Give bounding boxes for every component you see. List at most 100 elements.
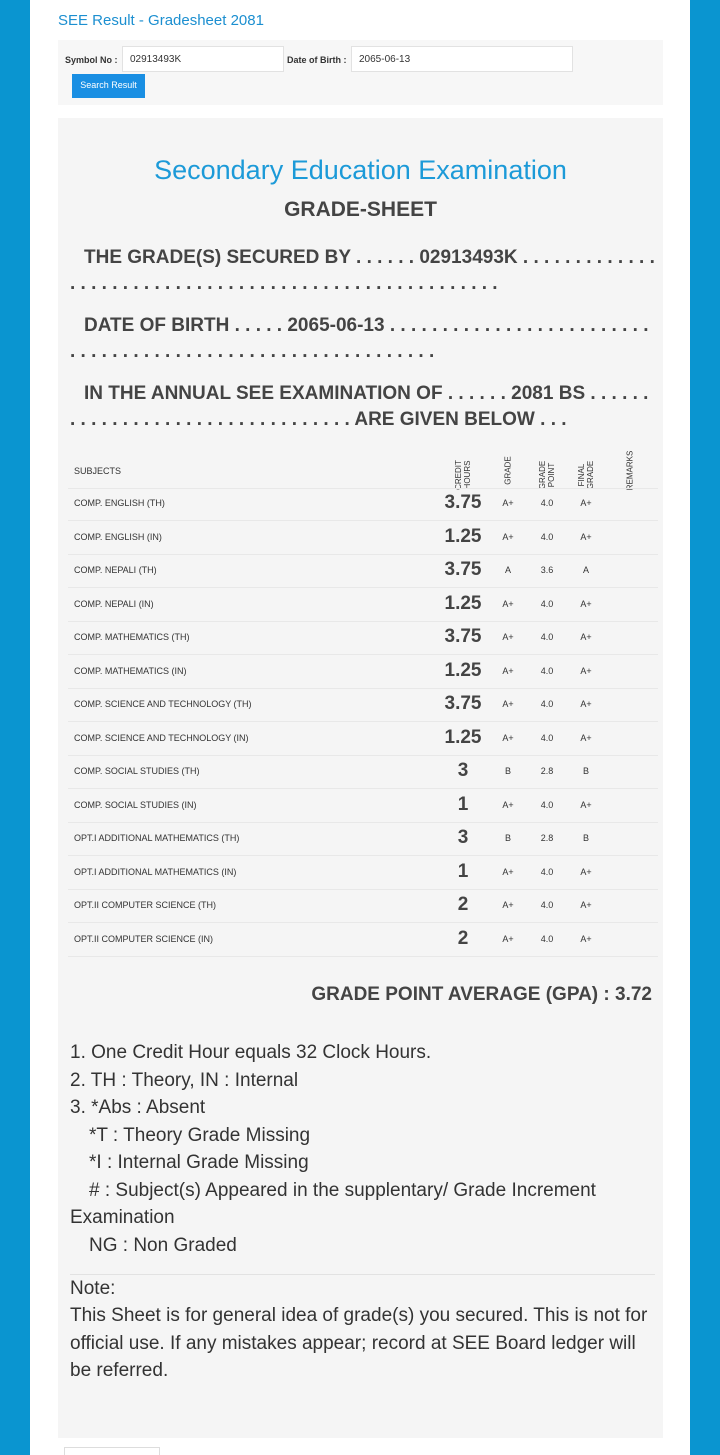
grade: A+: [502, 699, 514, 709]
search-button[interactable]: Search Result: [72, 74, 145, 98]
row-line: [68, 788, 658, 789]
bottom-button[interactable]: [64, 1447, 160, 1455]
note-item: *T : Theory Grade Missing: [89, 1124, 311, 1146]
grade: A+: [502, 632, 514, 642]
grade: B: [504, 766, 511, 776]
final-grade: A+: [580, 665, 592, 676]
row-line: [68, 821, 658, 823]
final-grade: A+: [580, 866, 592, 877]
row-line: [68, 922, 658, 923]
row-line: [68, 520, 658, 521]
divider: [70, 1274, 655, 1275]
note-item: NG : Non Graded: [89, 1234, 237, 1256]
subject: OPT.I ADDITIONAL MATHEMATICS (IN): [74, 866, 237, 877]
dob-input[interactable]: 2065-06-13: [351, 46, 573, 72]
sheet-title: Secondary Education Examination: [154, 155, 567, 185]
grade-point: 4.0: [540, 665, 554, 676]
row-line: [68, 587, 658, 588]
subject: COMP. ENGLISH (TH): [74, 498, 165, 508]
grade-point: 4.0: [540, 799, 554, 810]
grade: A+: [502, 933, 514, 944]
note-text: This Sheet is for general idea of grade(…: [70, 1305, 648, 1381]
grade: A+: [502, 498, 514, 508]
subject: COMP. MATHEMATICS (TH): [74, 632, 190, 642]
final-grade: A+: [580, 933, 592, 944]
final-grade: A+: [580, 699, 592, 709]
table-header: SUBJECTS: [74, 466, 122, 476]
grade-point: 4.0: [540, 900, 554, 910]
subject: COMP. SCIENCE AND TECHNOLOGY (IN): [74, 732, 249, 743]
grade-point: 2.8: [540, 833, 554, 843]
grade-point: 4.0: [540, 498, 554, 508]
table-header: REMARKS: [625, 450, 635, 491]
page-title: SEE Result - Gradesheet 2081: [58, 12, 264, 29]
row-line: [68, 955, 658, 957]
grade: A+: [502, 866, 514, 877]
subject: OPT.II COMPUTER SCIENCE (TH): [74, 900, 217, 910]
note-item: 2. TH : Theory, IN : Internal: [70, 1069, 299, 1091]
table-header: CREDIT HOURS: [454, 460, 472, 490]
sheet-subtitle: GRADE-SHEET: [284, 198, 437, 221]
note-item: *I : Internal Grade Missing: [89, 1152, 309, 1173]
subject: COMP. SCIENCE AND TECHNOLOGY (TH): [74, 699, 252, 709]
grade: A+: [502, 799, 514, 810]
subject: COMP. NEPALI (TH): [74, 565, 157, 575]
final-grade: A+: [580, 900, 592, 910]
subject: COMP. ENGLISH (IN): [74, 531, 162, 542]
row-line: [68, 488, 658, 489]
grade-point: 4.0: [540, 632, 554, 642]
table-header: FINAL GRADE: [577, 460, 595, 490]
row-line: [68, 888, 658, 890]
dob-label: Date of Birth :: [287, 55, 347, 65]
grade-point: 4.0: [540, 732, 554, 743]
note-heading: Note:: [70, 1278, 116, 1299]
statement: DATE OF BIRTH . . . . . 2065-06-13 . . .…: [70, 315, 649, 362]
credit-hours: 3: [457, 827, 469, 848]
subject: COMP. MATHEMATICS (IN): [74, 665, 187, 676]
subject: COMP. SOCIAL STUDIES (IN): [74, 799, 197, 810]
grade-point: 4.0: [540, 598, 554, 609]
grade: A+: [502, 665, 514, 676]
grade-sheet: [58, 118, 663, 1438]
credit-hours: 1.25: [444, 592, 482, 614]
credit-hours: 3.75: [444, 492, 482, 513]
credit-hours: 1: [457, 793, 469, 815]
final-grade: B: [582, 766, 589, 776]
grade-point: 4.0: [540, 699, 554, 709]
final-grade: A: [582, 565, 589, 575]
grade-point: 4.0: [540, 531, 554, 542]
credit-hours: 2: [457, 927, 469, 949]
final-grade: A+: [580, 531, 592, 542]
credit-hours: 2: [457, 894, 469, 915]
credit-hours: 3.75: [444, 626, 482, 647]
final-grade: A+: [580, 598, 592, 609]
symbol-label: Symbol No :: [65, 55, 118, 65]
note-item: 1. One Credit Hour equals 32 Clock Hours…: [70, 1042, 432, 1063]
grade-point: 4.0: [540, 933, 554, 944]
note-item: 3. *Abs : Absent: [70, 1097, 206, 1118]
grade: A+: [502, 598, 514, 609]
row-line: [68, 620, 658, 622]
grade: A+: [502, 732, 514, 743]
grade-point: 2.8: [540, 766, 554, 776]
grade: A: [504, 565, 511, 575]
credit-hours: 3: [457, 760, 469, 781]
grade: B: [504, 833, 511, 843]
grade-point: 4.0: [540, 866, 554, 877]
credit-hours: 1.25: [444, 659, 482, 681]
row-line: [68, 687, 658, 689]
row-line: [68, 654, 658, 655]
credit-hours: 1: [457, 860, 469, 882]
gpa: GRADE POINT AVERAGE (GPA) : 3.72: [311, 984, 652, 1005]
final-grade: A+: [580, 799, 592, 810]
statement: IN THE ANNUAL SEE EXAMINATION OF . . . .…: [70, 383, 649, 430]
grade-point: 3.6: [540, 565, 554, 575]
subject: OPT.II COMPUTER SCIENCE (IN): [74, 933, 214, 944]
final-grade: A+: [580, 632, 592, 642]
row-line: [68, 754, 658, 756]
subject: OPT.I ADDITIONAL MATHEMATICS (TH): [74, 833, 240, 843]
symbol-input[interactable]: 02913493K: [122, 46, 284, 72]
grade: A+: [502, 531, 514, 542]
row-line: [68, 553, 658, 555]
